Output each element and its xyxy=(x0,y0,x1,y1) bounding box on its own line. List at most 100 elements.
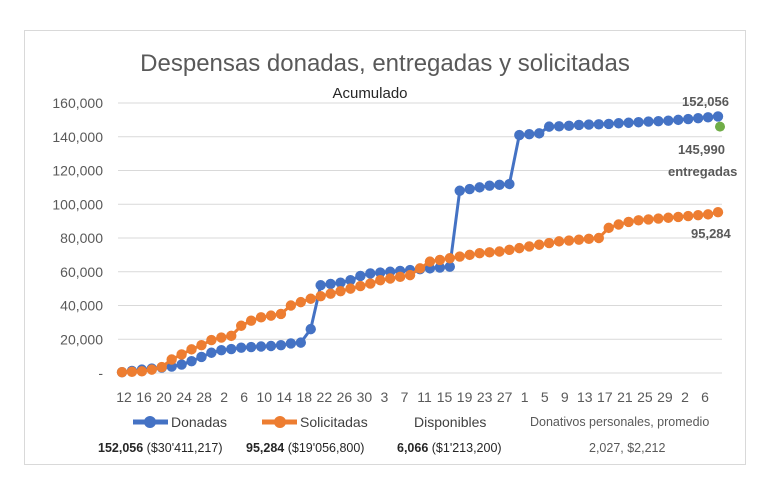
point-donadas xyxy=(434,262,446,273)
point-solicitadas xyxy=(305,293,316,304)
x-tick-label: 7 xyxy=(401,389,409,405)
x-tick-label: 5 xyxy=(541,389,549,405)
point-solicitadas xyxy=(295,296,306,308)
y-tick-label: 40,000 xyxy=(60,298,103,314)
point-solicitadas xyxy=(375,274,386,286)
point-solicitadas xyxy=(603,222,614,234)
point-solicitadas xyxy=(345,283,356,294)
entregadas-text-label: entregadas xyxy=(668,164,737,179)
point-solicitadas xyxy=(126,366,138,378)
point-donadas xyxy=(504,178,515,190)
x-tick-label: 14 xyxy=(276,389,292,405)
point-donadas xyxy=(534,128,545,139)
gridlines xyxy=(118,102,722,374)
point-solicitadas xyxy=(355,280,366,292)
point-donadas xyxy=(305,323,316,335)
point-donadas xyxy=(285,338,297,349)
point-donadas xyxy=(454,185,465,196)
point-donadas xyxy=(593,119,604,130)
point-donadas xyxy=(275,339,287,351)
point-solicitadas xyxy=(156,361,167,373)
x-tick-label: 17 xyxy=(597,389,613,405)
point-entregadas xyxy=(715,121,725,132)
y-tick-label: 160,000 xyxy=(52,95,103,111)
point-solicitadas xyxy=(166,354,177,365)
point-solicitadas xyxy=(504,244,515,256)
stats-disponibles-amount: ($1'213,200) xyxy=(432,441,502,455)
x-tick-label: 21 xyxy=(617,389,633,405)
point-solicitadas xyxy=(673,211,684,223)
x-tick-label: 12 xyxy=(116,389,132,405)
point-solicitadas xyxy=(414,263,426,274)
point-donadas xyxy=(553,121,565,132)
point-solicitadas xyxy=(434,254,446,266)
x-tick-label: 28 xyxy=(196,389,212,405)
x-tick-label: 13 xyxy=(577,389,593,405)
x-axis-ticks: 12 16 20 24 28 2 6 10 14 18 22 26 30 3 7 11 15 19 23 27 1 5 9 1… xyxy=(116,389,709,405)
legend-solicitadas: Solicitadas xyxy=(300,414,368,430)
point-solicitadas xyxy=(116,366,128,378)
point-solicitadas xyxy=(543,237,555,249)
legend-solicitadas-marker xyxy=(274,416,286,428)
x-tick-label: 22 xyxy=(317,389,333,405)
point-solicitadas xyxy=(236,320,247,331)
x-tick-label: 15 xyxy=(437,389,453,405)
point-donadas xyxy=(216,345,227,356)
x-tick-label: 27 xyxy=(497,389,513,405)
point-solicitadas xyxy=(216,332,227,343)
point-solicitadas xyxy=(573,234,585,245)
x-tick-label: 11 xyxy=(417,389,432,405)
point-solicitadas xyxy=(365,278,376,289)
x-tick-label: 29 xyxy=(657,389,673,405)
point-donadas xyxy=(474,182,485,193)
point-donadas xyxy=(494,179,505,191)
point-donadas xyxy=(295,337,306,348)
point-solicitadas xyxy=(464,249,475,261)
point-donadas xyxy=(613,118,624,129)
point-solicitadas xyxy=(176,349,187,360)
point-solicitadas xyxy=(494,246,505,257)
point-solicitadas xyxy=(534,239,545,250)
x-tick-label: 3 xyxy=(381,389,389,405)
x-tick-label: 26 xyxy=(337,389,353,405)
y-axis-ticks: - 20,000 40,000 60,000 80,000 100,000 120,000 1… xyxy=(52,95,103,381)
point-solicitadas xyxy=(633,215,644,226)
y-tick-label: 120,000 xyxy=(52,163,103,179)
y-tick-label: 100,000 xyxy=(52,196,103,212)
point-donadas xyxy=(236,342,247,353)
point-solicitadas xyxy=(444,253,455,264)
stats-donativos: 2,027, $2,212 xyxy=(589,441,666,455)
point-solicitadas xyxy=(206,334,217,346)
point-solicitadas xyxy=(563,235,575,246)
y-tick-label: 20,000 xyxy=(60,331,103,347)
point-solicitadas xyxy=(325,288,336,299)
point-donadas xyxy=(563,120,575,131)
point-solicitadas xyxy=(454,251,465,262)
series-line-donadas xyxy=(121,114,719,374)
point-donadas xyxy=(543,121,555,132)
point-solicitadas xyxy=(474,247,485,259)
point-donadas xyxy=(643,116,654,127)
point-solicitadas xyxy=(613,219,624,230)
point-solicitadas xyxy=(424,256,436,267)
legend-donadas: Donadas xyxy=(171,414,227,430)
point-donadas xyxy=(335,277,346,288)
solicitadas-final-label: 95,284 xyxy=(691,226,732,241)
point-solicitadas xyxy=(196,339,207,351)
point-solicitadas xyxy=(553,236,565,247)
point-solicitadas xyxy=(514,242,525,254)
point-donadas xyxy=(365,268,376,279)
point-solicitadas xyxy=(275,308,287,320)
y-tick-label: 80,000 xyxy=(60,230,103,246)
stats-solicitadas: 95,284 ($19'056,800) xyxy=(246,441,364,455)
point-solicitadas xyxy=(623,216,634,228)
x-tick-label: 6 xyxy=(240,389,248,405)
stats-row: 152,056 ($30'411,217) 95,284 ($19'056,80… xyxy=(98,441,666,455)
point-donadas xyxy=(583,119,595,130)
point-solicitadas xyxy=(385,273,396,284)
point-solicitadas xyxy=(583,233,595,245)
point-solicitadas xyxy=(245,315,257,326)
point-solicitadas xyxy=(702,209,714,220)
point-donadas xyxy=(712,111,724,122)
